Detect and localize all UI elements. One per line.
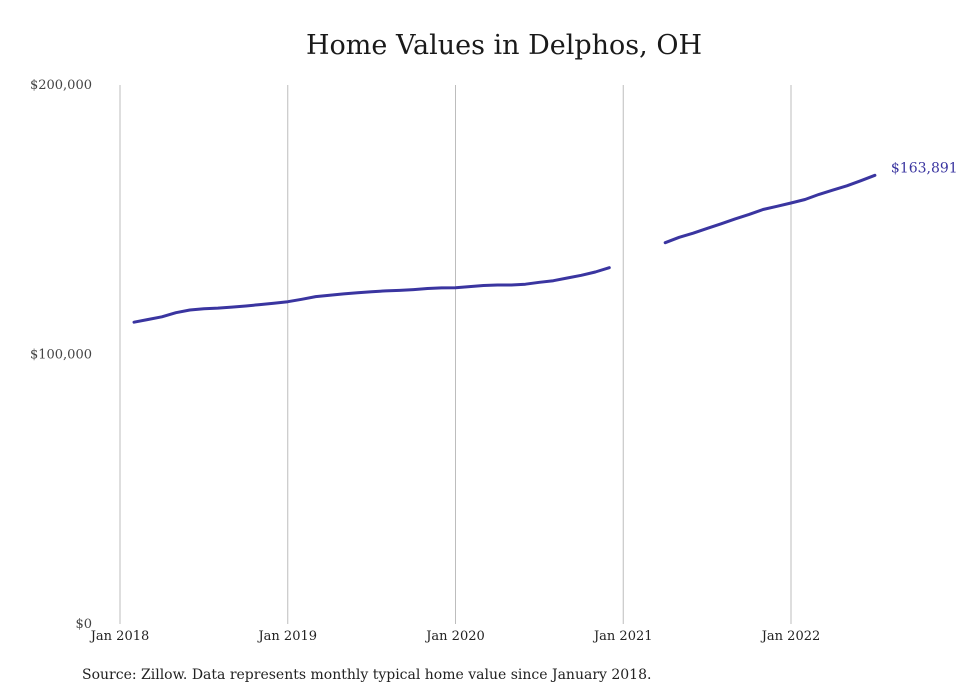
y-tick-label: $100,000	[30, 348, 92, 363]
x-tick-label: Jan 2022	[760, 629, 821, 644]
y-tick-label: $200,000	[30, 78, 92, 93]
x-tick-label: Jan 2019	[256, 629, 317, 644]
end-value-label: $163,891	[891, 160, 958, 176]
chart-title: Home Values in Delphos, OH	[305, 30, 703, 61]
series-line-segment	[132, 266, 611, 324]
x-tick-label: Jan 2020	[424, 629, 485, 644]
source-note: Source: Zillow. Data represents monthly …	[82, 667, 652, 683]
y-tick-label: $0	[75, 617, 92, 632]
x-tick-label: Jan 2018	[89, 629, 150, 644]
x-tick-label: Jan 2021	[592, 629, 653, 644]
series-line-segment	[663, 173, 877, 245]
